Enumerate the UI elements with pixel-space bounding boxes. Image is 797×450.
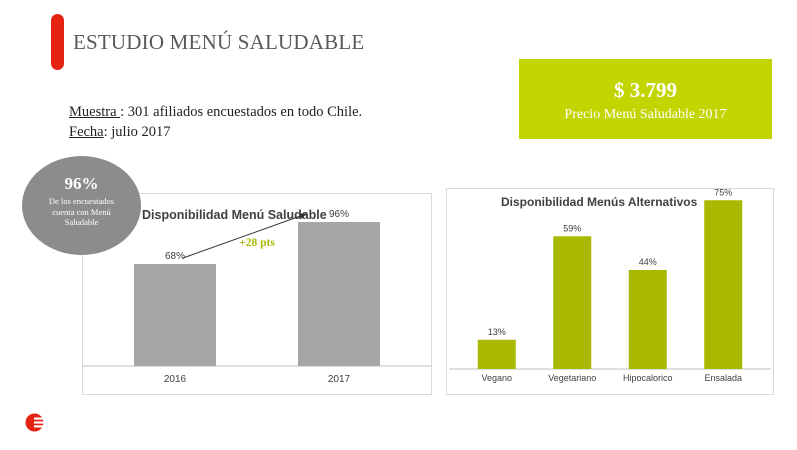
price-box: $ 3.799 Precio Menú Saludable 2017 bbox=[519, 59, 772, 139]
circle-value: 96% bbox=[64, 174, 99, 193]
increase-arrow bbox=[182, 213, 307, 259]
sample-text: : 301 afiliados encuestados en todo Chil… bbox=[120, 104, 363, 120]
x-tick-label: Vegetariano bbox=[548, 373, 596, 383]
price-label: Precio Menú Saludable 2017 bbox=[564, 107, 727, 122]
chart-title: Disponibilidad Menús Alternativos bbox=[501, 195, 698, 209]
availability-chart-frame: Disponibilidad Menú Saludable 68% 2016 96%… bbox=[82, 193, 432, 395]
bar bbox=[628, 270, 667, 369]
x-tick-label: Hipocalorico bbox=[623, 373, 673, 383]
circle-text: De los encuestados cuenta con Menú Salud… bbox=[48, 196, 115, 227]
x-tick-label: 2016 bbox=[164, 374, 187, 385]
increase-annotation: +28 pts bbox=[239, 237, 275, 249]
bar bbox=[298, 222, 380, 366]
alternatives-chart: Disponibilidad Menús Alternativos 13% Veg… bbox=[449, 189, 771, 383]
date-label: Fecha bbox=[69, 124, 104, 140]
price-value: $ 3.799 bbox=[614, 78, 677, 102]
data-label: 59% bbox=[563, 223, 581, 233]
title-accent-bar bbox=[51, 14, 64, 70]
date-text: : julio 2017 bbox=[103, 124, 171, 140]
page-title: ESTUDIO MENÚ SALUDABLE bbox=[73, 30, 365, 54]
bar bbox=[477, 339, 516, 369]
data-label: 13% bbox=[488, 327, 506, 337]
data-label: 44% bbox=[639, 257, 657, 267]
sample-line: Muestra : 301 afiliados encuestados en t… bbox=[69, 102, 362, 122]
highlight-circle: 96% De los encuestados cuenta con Menú S… bbox=[22, 156, 141, 255]
bar bbox=[704, 200, 743, 369]
bar bbox=[553, 236, 592, 369]
study-info: Muestra : 301 afiliados encuestados en t… bbox=[69, 102, 362, 142]
date-line: Fecha: julio 2017 bbox=[69, 122, 362, 142]
red-brand-logo-icon bbox=[25, 413, 44, 432]
sample-label: Muestra bbox=[69, 104, 121, 120]
alternatives-chart-frame: Disponibilidad Menús Alternativos 13% Veg… bbox=[446, 188, 774, 395]
bar bbox=[134, 264, 216, 366]
data-label: 96% bbox=[329, 209, 349, 220]
x-tick-label: Vegano bbox=[481, 373, 512, 383]
chart-title: Disponibilidad Menú Saludable bbox=[142, 208, 327, 222]
data-label: 75% bbox=[714, 189, 732, 197]
availability-chart: Disponibilidad Menú Saludable 68% 2016 96%… bbox=[83, 208, 431, 385]
data-label: 68% bbox=[165, 251, 185, 262]
x-tick-label: 2017 bbox=[328, 374, 351, 385]
x-tick-label: Ensalada bbox=[704, 373, 742, 383]
